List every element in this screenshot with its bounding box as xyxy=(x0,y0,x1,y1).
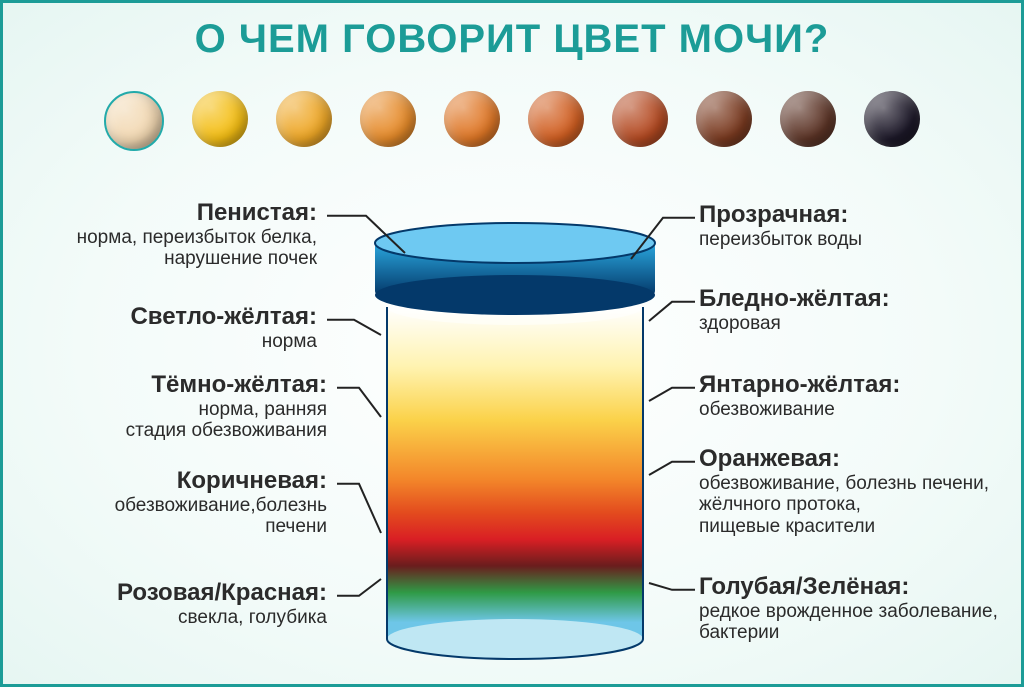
label-sub: переизбыток воды xyxy=(699,229,862,251)
label-left-0: Пенистая:норма, переизбыток белка,наруше… xyxy=(77,199,317,270)
cup-body xyxy=(387,289,643,659)
label-sub: норма, переизбыток белка,нарушение почек xyxy=(77,227,317,271)
label-right-1: Бледно-жёлтая:здоровая xyxy=(699,285,890,334)
label-left-4: Розовая/Красная:свекла, голубика xyxy=(117,579,327,628)
color-swatch-5 xyxy=(528,91,584,147)
label-header: Голубая/Зелёная: xyxy=(699,573,998,601)
page-title: О ЧЕМ ГОВОРИТ ЦВЕТ МОЧИ? xyxy=(3,17,1021,62)
label-right-4: Голубая/Зелёная:редкое врожденное заболе… xyxy=(699,573,998,644)
label-sub: обезвоживание, болезнь печени,жёлчного п… xyxy=(699,473,989,539)
label-header: Оранжевая: xyxy=(699,445,989,473)
label-header: Розовая/Красная: xyxy=(117,579,327,607)
label-header: Бледно-жёлтая: xyxy=(699,285,890,313)
cup-lid xyxy=(375,223,655,315)
infographic-page: О ЧЕМ ГОВОРИТ ЦВЕТ МОЧИ? xyxy=(0,0,1024,687)
color-swatch-9 xyxy=(864,91,920,147)
label-sub: обезвоживание,болезньпечени xyxy=(115,495,327,539)
color-swatch-4 xyxy=(444,91,500,147)
cup-svg xyxy=(373,221,657,666)
label-right-0: Прозрачная:переизбыток воды xyxy=(699,201,862,250)
color-swatch-8 xyxy=(780,91,836,147)
label-header: Прозрачная: xyxy=(699,201,862,229)
color-swatch-3 xyxy=(360,91,416,147)
color-swatch-row xyxy=(3,91,1021,151)
sample-cup xyxy=(373,221,657,666)
label-sub: свекла, голубика xyxy=(117,607,327,629)
label-sub: редкое врожденное заболевание,бактерии xyxy=(699,601,998,645)
label-sub: норма xyxy=(130,331,317,353)
label-header: Янтарно-жёлтая: xyxy=(699,371,900,399)
label-header: Тёмно-жёлтая: xyxy=(126,371,327,399)
color-swatch-1 xyxy=(192,91,248,147)
label-right-3: Оранжевая:обезвоживание, болезнь печени,… xyxy=(699,445,989,538)
color-swatch-6 xyxy=(612,91,668,147)
label-sub: норма, ранняястадия обезвоживания xyxy=(126,399,327,443)
label-header: Коричневая: xyxy=(115,467,327,495)
label-left-3: Коричневая:обезвоживание,болезньпечени xyxy=(115,467,327,538)
label-left-1: Светло-жёлтая:норма xyxy=(130,303,317,352)
color-swatch-2 xyxy=(276,91,332,147)
label-sub: здоровая xyxy=(699,313,890,335)
label-header: Пенистая: xyxy=(77,199,317,227)
color-swatch-7 xyxy=(696,91,752,147)
label-sub: обезвоживание xyxy=(699,399,900,421)
label-left-2: Тёмно-жёлтая:норма, ранняястадия обезвож… xyxy=(126,371,327,442)
label-right-2: Янтарно-жёлтая:обезвоживание xyxy=(699,371,900,420)
color-swatch-0 xyxy=(104,91,164,151)
label-header: Светло-жёлтая: xyxy=(130,303,317,331)
